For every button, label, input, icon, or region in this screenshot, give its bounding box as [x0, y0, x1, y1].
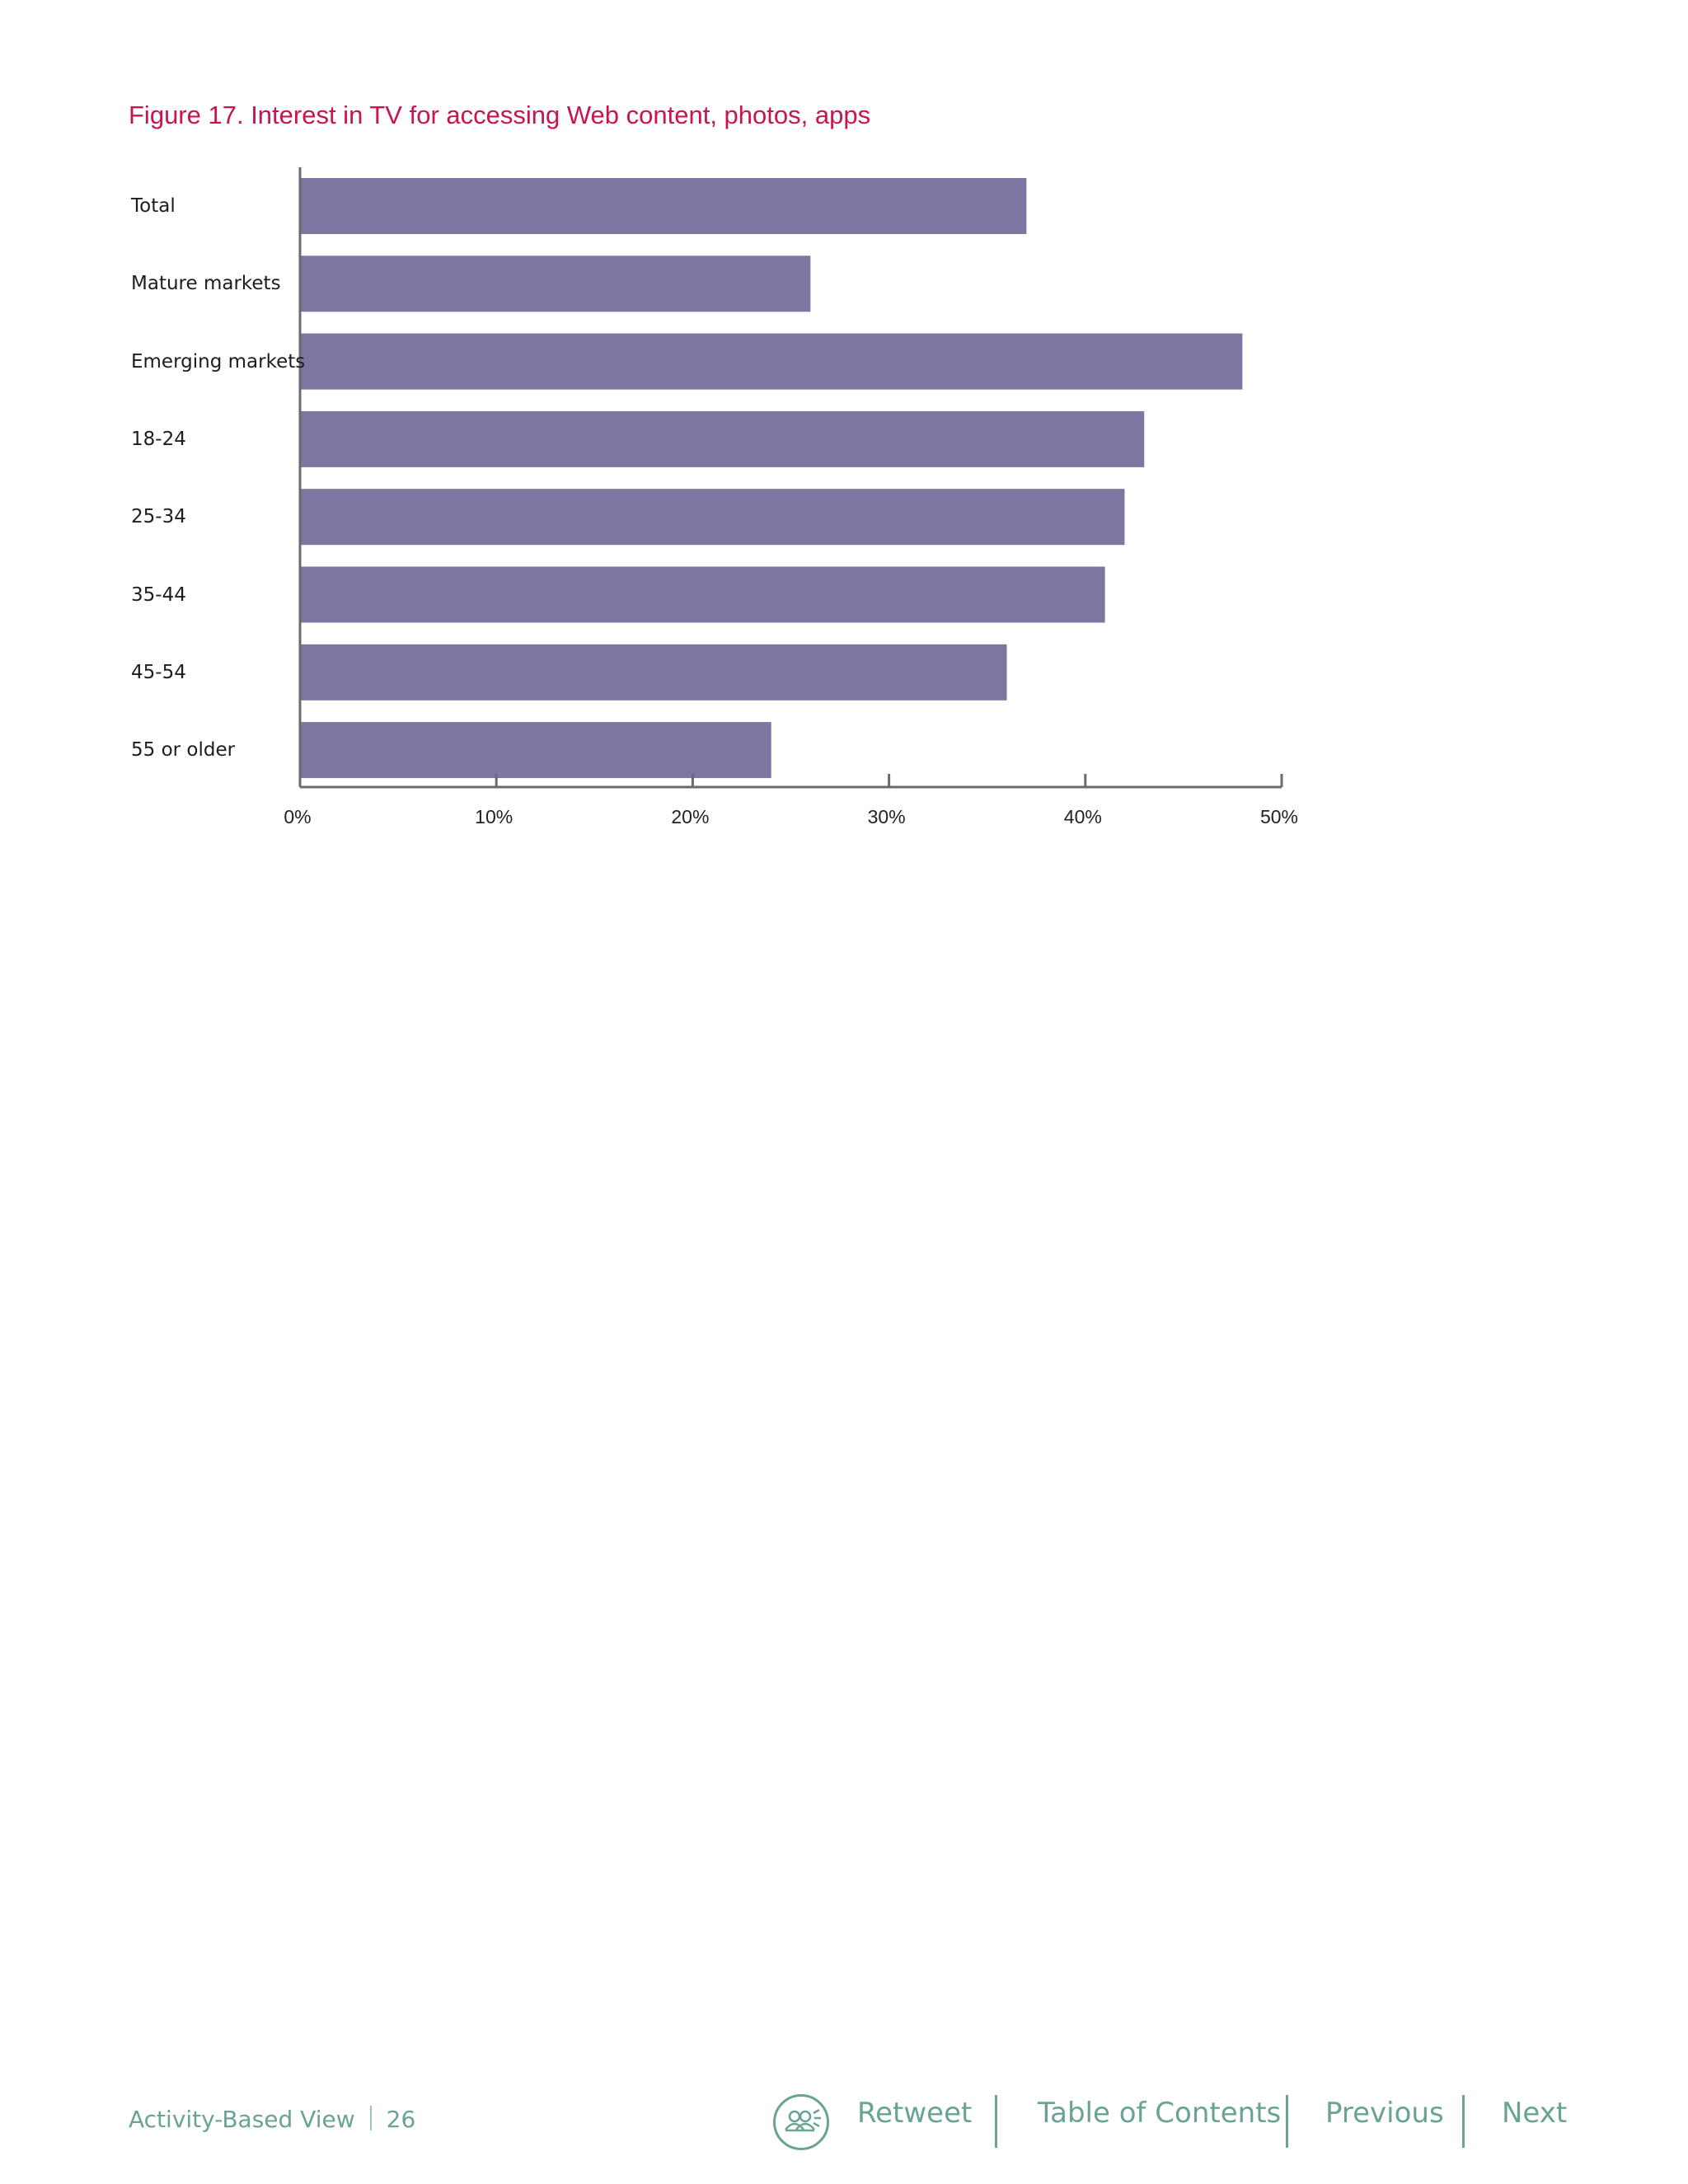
- bar: [300, 255, 811, 312]
- x-tick-label: 20%: [671, 806, 710, 827]
- retweet-icon[interactable]: [773, 2094, 829, 2150]
- footer-separator: [369, 2106, 372, 2130]
- x-tick-label: 0%: [284, 806, 312, 827]
- category-label: 35-44: [131, 583, 186, 606]
- nav-divider: [1286, 2095, 1288, 2148]
- category-label: 45-54: [131, 661, 186, 683]
- footer-section: Activity-Based View 26: [129, 2106, 415, 2133]
- x-tick-label: 10%: [475, 806, 513, 827]
- bar: [300, 178, 1027, 234]
- category-label: Total: [131, 195, 176, 217]
- bar: [300, 333, 1243, 390]
- x-tick-label: 30%: [867, 806, 906, 827]
- x-tick-label: 40%: [1063, 806, 1102, 827]
- nav-divider: [995, 2095, 997, 2148]
- category-label: 18-24: [131, 428, 186, 450]
- retweet-link[interactable]: Retweet: [857, 2097, 973, 2130]
- bar: [300, 644, 1007, 701]
- category-label: Mature markets: [131, 273, 281, 295]
- previous-link[interactable]: Previous: [1325, 2097, 1444, 2130]
- nav-divider: [1462, 2095, 1465, 2148]
- category-label: 25-34: [131, 506, 186, 528]
- section-name: Activity-Based View: [129, 2106, 355, 2133]
- figure-title: Figure 17. Interest in TV for accessing …: [129, 101, 871, 129]
- bar: [300, 566, 1105, 623]
- bar: [300, 722, 771, 779]
- category-label: 55 or older: [131, 739, 236, 762]
- table-of-contents-link[interactable]: Table of Contents: [1038, 2097, 1282, 2130]
- category-label: Emerging markets: [131, 350, 306, 373]
- bar-chart: [298, 167, 1283, 789]
- bar: [300, 410, 1145, 467]
- next-link[interactable]: Next: [1502, 2097, 1568, 2130]
- bar: [300, 489, 1125, 546]
- page-number: 26: [386, 2106, 416, 2133]
- x-tick-label: 50%: [1259, 806, 1299, 827]
